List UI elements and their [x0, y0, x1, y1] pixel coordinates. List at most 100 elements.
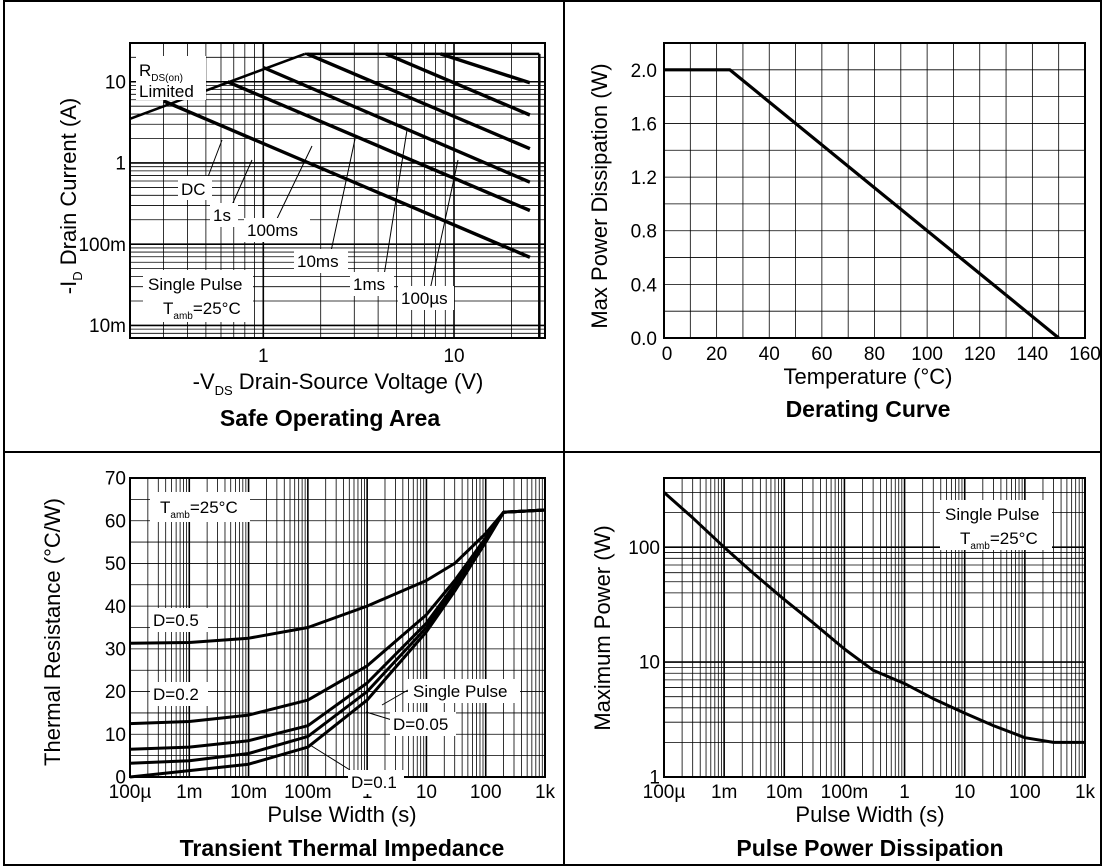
pulse-power-ylabel: Maximum Power (W) — [590, 525, 615, 730]
y-tick-label: 0.0 — [631, 329, 657, 350]
t10ms-label-bg — [294, 249, 348, 273]
derating-ylabel: Max Power Dissipation (W) — [587, 63, 612, 328]
x-tick-label: 1m — [711, 782, 737, 803]
pulse-power-xlabel: Pulse Width (s) — [795, 802, 944, 827]
x-tick-label: 100µ — [109, 782, 152, 803]
y-tick-label: 2.0 — [631, 61, 657, 82]
soa-tamb-label: Tamb=25°C — [163, 299, 241, 322]
d005-label: D=0.05 — [393, 715, 448, 734]
dc-label: DC — [181, 180, 206, 199]
y-tick-label: 100m — [78, 235, 126, 256]
y-tick-label: 20 — [105, 682, 126, 703]
callout-leader — [381, 689, 409, 706]
y-tick-label: 60 — [105, 511, 126, 532]
y-tick-label: 30 — [105, 640, 126, 661]
x-tick-label: 10 — [416, 782, 437, 803]
x-tick-label: 140 — [1017, 344, 1049, 365]
plot-border — [663, 42, 1086, 339]
x-tick-label: 100m — [284, 782, 332, 803]
d02-label: D=0.2 — [153, 685, 199, 704]
derating-series-line — [664, 68, 1060, 340]
soa-single-pulse-label: Single Pulse — [148, 275, 243, 294]
y-tick-label: 10 — [105, 725, 126, 746]
transient-tamb-bg — [150, 492, 250, 522]
x-tick-label: 100 — [470, 782, 502, 803]
pulse-power-series-line — [663, 491, 1085, 744]
soa-series-line — [306, 52, 531, 151]
x-tick-label: 100 — [911, 344, 943, 365]
transient-ylabel: Thermal Resistance (°C/W) — [40, 498, 65, 766]
t100us-label-bg — [398, 286, 454, 310]
soa-series-line — [385, 52, 531, 117]
x-tick-label: 120 — [964, 344, 996, 365]
y-tick-label: 10 — [639, 653, 660, 674]
x-tick-label: 1k — [1075, 782, 1096, 803]
pulse-power-series — [663, 491, 1085, 744]
y-tick-label: 50 — [105, 554, 126, 575]
derating-tick-labels: 0 20 40 60 80 100 120 140 160 0.0 0.4 0.8 1.2 1.6 2.0 — [631, 61, 1101, 365]
transient-grid — [129, 477, 546, 778]
x-tick-label: 1 — [258, 346, 269, 367]
t1ms-label-bg — [350, 272, 394, 296]
t1ms-label: 1ms — [353, 275, 385, 294]
t100us-label: 100µs — [401, 289, 448, 308]
d05-label: D=0.5 — [153, 611, 199, 630]
pp-pulse-bg — [940, 500, 1052, 550]
d05-bg — [150, 608, 208, 632]
d01-bg — [348, 770, 404, 794]
callout-leader — [429, 159, 459, 291]
d005-bg — [390, 712, 456, 736]
dc-label-bg — [178, 176, 212, 200]
pp-single-pulse-label: Single Pulse — [945, 505, 1040, 524]
callout-leader — [365, 711, 393, 721]
callout-leader — [309, 744, 351, 771]
plot-border — [129, 477, 546, 778]
rds-label: RDS(on) — [139, 61, 183, 84]
y-tick-label: 0.4 — [631, 275, 658, 296]
soa-annotations: RDS(on)Limited DC 1s 100ms 10ms 1ms 100µs Singl… — [136, 56, 459, 322]
transient-series — [129, 508, 546, 779]
rds-label-bg — [136, 56, 206, 100]
x-tick-label: 1k — [535, 782, 556, 803]
soa-series-line — [226, 80, 531, 213]
x-tick-label: 60 — [811, 344, 832, 365]
y-tick-label: 100 — [628, 538, 660, 559]
callout-leader — [273, 145, 313, 226]
derating-xlabel: Temperature (°C) — [784, 364, 953, 389]
transient-pulse-bg — [408, 679, 520, 703]
t1s-label-bg — [210, 203, 238, 227]
soa-limit-line — [129, 52, 306, 120]
x-tick-label: 10 — [954, 782, 975, 803]
x-tick-label: 40 — [759, 344, 780, 365]
y-tick-label: 1 — [115, 154, 126, 175]
soa-ylabel: -ID Drain Current (A) — [56, 98, 85, 294]
y-tick-label: 1.2 — [631, 168, 657, 189]
transient-title: Transient Thermal Impedance — [180, 835, 505, 861]
derating-title: Derating Curve — [786, 396, 951, 422]
y-tick-label: 70 — [105, 469, 126, 490]
callout-leader — [205, 139, 223, 183]
derating-grid — [663, 42, 1086, 339]
y-tick-label: 40 — [105, 597, 126, 618]
x-tick-label: 10m — [766, 782, 803, 803]
callout-leader — [329, 138, 356, 257]
soa-title: Safe Operating Area — [220, 405, 440, 431]
x-tick-label: 160 — [1069, 344, 1101, 365]
d02-bg — [150, 682, 208, 706]
soa-xlabel: -VDS Drain-Source Voltage (V) — [193, 369, 484, 398]
x-tick-label: 1 — [899, 782, 910, 803]
y-tick-label: 0.8 — [631, 222, 657, 243]
transient-xlabel: Pulse Width (s) — [267, 802, 416, 827]
pulse-power-title: Pulse Power Dissipation — [736, 835, 1003, 861]
callout-leader — [382, 129, 408, 283]
y-tick-label: 1 — [649, 768, 660, 789]
x-tick-label: 100µ — [643, 782, 686, 803]
x-tick-label: 80 — [864, 344, 885, 365]
x-tick-label: 100m — [821, 782, 869, 803]
x-tick-label: 100 — [1009, 782, 1041, 803]
pulse-power-annotations: Single Pulse Tamb=25°C — [940, 500, 1052, 552]
